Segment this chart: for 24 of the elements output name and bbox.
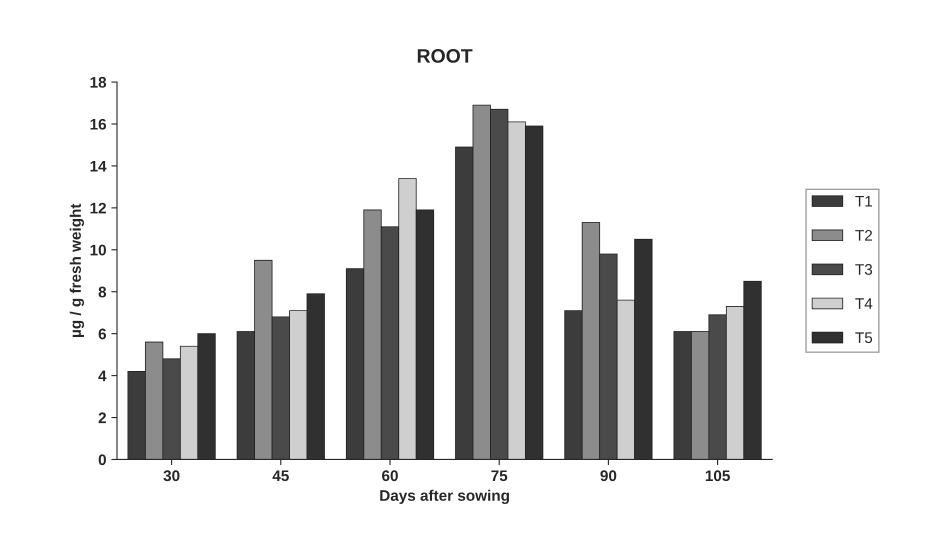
chart-title: ROOT [418,49,472,63]
y-tick-label: 6 [98,328,106,340]
y-tick-label: 4 [98,370,106,382]
y-tick-label: 12 [90,202,106,214]
legend-label: T1 [855,196,872,207]
y-tick-label: 10 [90,244,106,256]
y-axis-title: µg / g fresh weight [70,204,84,337]
y-tick-label: 2 [98,412,106,424]
y-tick-label: 16 [90,118,106,130]
x-tick-label: 30 [163,470,180,482]
x-tick-label: 105 [706,470,730,482]
x-tick-label: 75 [491,470,508,482]
x-tick-label: 90 [600,470,616,482]
x-tick-label: 45 [272,470,289,482]
y-tick-label: 8 [98,286,106,298]
legend-label: T5 [855,332,872,344]
x-tick-label: 60 [382,470,398,482]
legend-label: T4 [855,298,872,309]
legend-label: T2 [855,230,872,241]
y-tick-label: 14 [90,160,107,172]
y-tick-label: 0 [98,454,106,466]
x-axis-title: Days after sowing [380,490,509,504]
y-tick-label: 18 [90,76,106,88]
legend-label: T3 [855,264,872,275]
